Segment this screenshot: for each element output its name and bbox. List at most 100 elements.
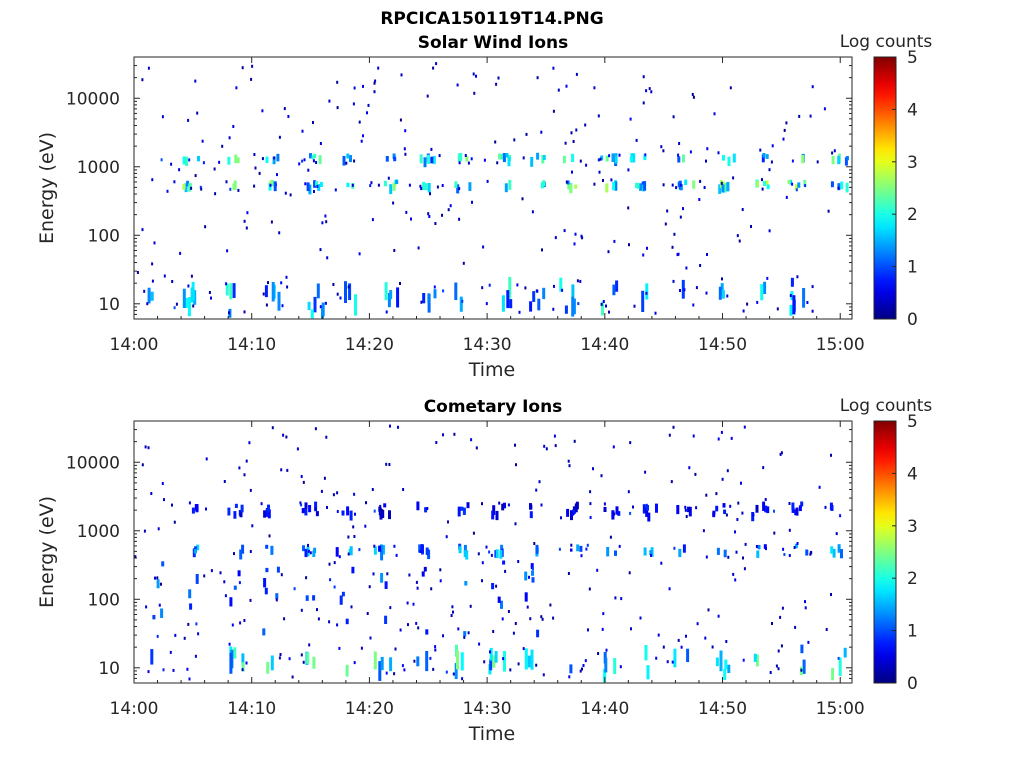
spectrogram-pixel xyxy=(568,464,571,468)
x-tick-label: 14:20 xyxy=(345,335,394,355)
spectrogram-pixel xyxy=(278,135,281,139)
spectrogram-pixel xyxy=(756,180,760,188)
spectrogram-pixel xyxy=(320,489,323,493)
spectrogram-pixel xyxy=(501,503,505,511)
spectrogram-pixel xyxy=(336,510,339,513)
spectrogram-pixel xyxy=(726,294,729,298)
spectrogram-pixel xyxy=(601,301,604,316)
spectrogram-pixel xyxy=(542,155,546,160)
spectrogram-pixel xyxy=(763,281,767,294)
spectrogram-pixel xyxy=(161,561,165,567)
spectrogram-pixel xyxy=(427,293,431,303)
spectrogram-pixel xyxy=(643,547,647,556)
spectrogram-pixel xyxy=(229,597,233,607)
spectrogram-pixel xyxy=(374,79,377,83)
spectrogram-pixel xyxy=(475,446,478,450)
spectrogram-pixel xyxy=(420,544,424,553)
spectrogram-pixel xyxy=(312,159,315,163)
spectrogram-pixel xyxy=(609,535,612,539)
spectrogram-pixel xyxy=(540,182,544,189)
spectrogram-pixel xyxy=(721,277,723,281)
spectrogram-pixel xyxy=(641,181,644,185)
spectrogram-pixel xyxy=(143,289,146,293)
spectrogram-pixel xyxy=(570,131,573,135)
spectrogram-pixel xyxy=(223,580,226,584)
spectrogram-pixel xyxy=(677,153,680,157)
spectrogram-pixel xyxy=(261,109,264,113)
spectrogram-pixel xyxy=(792,295,796,315)
spectrogram-pixel xyxy=(682,207,684,211)
spectrogram-pixel xyxy=(392,182,396,192)
spectrogram-pixel xyxy=(308,184,312,195)
spectrogram-pixel xyxy=(441,184,444,187)
spectrogram-pixel xyxy=(239,621,242,625)
spectrogram-pixel xyxy=(719,650,723,672)
spectrogram-pixel xyxy=(529,301,533,312)
spectrogram-pixel xyxy=(439,579,442,583)
spectrogram-pixel xyxy=(783,553,786,556)
spectrogram-pixel xyxy=(489,659,493,671)
spectrogram-pixel xyxy=(717,437,720,441)
spectrogram-pixel xyxy=(610,178,613,182)
spectrogram-pixel xyxy=(839,514,842,518)
spectrogram-pixel xyxy=(318,155,322,165)
spectrogram-pixel xyxy=(605,155,609,162)
spectrogram-pixel xyxy=(369,636,372,640)
spectrogram-pixel xyxy=(348,283,352,301)
spectrogram-pixel xyxy=(435,441,438,444)
spectrogram-pixel xyxy=(333,585,336,589)
spectrogram-pixel xyxy=(457,627,460,631)
spectrogram-pixel xyxy=(161,115,164,119)
spectrogram-pixel xyxy=(389,657,393,672)
spectrogram-pixel xyxy=(430,587,433,591)
spectrogram-pixel xyxy=(354,512,356,516)
spectrogram-pixel xyxy=(345,161,348,165)
spectrogram-pixel xyxy=(454,282,458,301)
spectrogram-pixel xyxy=(688,466,691,470)
spectrogram-pixel xyxy=(518,310,521,314)
spectrogram-pixel xyxy=(569,184,573,194)
spectrogram-pixel xyxy=(742,309,745,313)
spectrogram-pixel xyxy=(265,544,269,549)
spectrogram-pixel xyxy=(160,608,164,618)
spectrogram-pixel xyxy=(703,186,706,189)
spectrogram-pixel xyxy=(467,161,470,165)
y-tick-label: 10 xyxy=(98,295,120,315)
spectrogram-pixel xyxy=(269,180,273,185)
spectrogram-pixel xyxy=(805,549,809,556)
spectrogram-pixel xyxy=(565,180,568,184)
spectrogram-pixel xyxy=(830,593,832,596)
spectrogram-pixel xyxy=(488,550,491,554)
spectrogram-pixel xyxy=(271,282,275,302)
spectrogram-pixel xyxy=(172,668,175,672)
spectrogram-pixel xyxy=(349,546,353,556)
spectrogram-pixel xyxy=(385,310,388,314)
spectrogram-pixel xyxy=(404,129,407,133)
spectrogram-pixel xyxy=(734,530,736,534)
spectrogram-pixel xyxy=(791,159,794,163)
spectrogram-pixel xyxy=(265,303,268,307)
spectrogram-pixel xyxy=(660,561,663,565)
spectrogram-pixel xyxy=(194,654,197,658)
spectrogram-pixel xyxy=(732,176,735,180)
spectrogram-pixel xyxy=(723,549,727,558)
spectrogram-pixel xyxy=(307,168,310,172)
spectrogram-pixel xyxy=(447,520,449,524)
spectrogram-pixel xyxy=(584,659,587,663)
spectrogram-pixel xyxy=(692,180,696,189)
spectrogram-pixel xyxy=(260,502,263,506)
spectrogram-pixel xyxy=(612,182,616,191)
spectrogram-pixel xyxy=(571,153,575,162)
spectrogram-pixel xyxy=(306,652,310,664)
spectrogram-pixel xyxy=(393,672,396,676)
spectrogram-pixel xyxy=(629,117,632,121)
spectrogram-pixel xyxy=(416,586,419,590)
spectrogram-pixel xyxy=(581,667,583,671)
spectrogram-pixel xyxy=(459,296,463,312)
spectrogram-pixel xyxy=(233,552,235,556)
spectrogram-pixel xyxy=(317,617,320,621)
spectrogram-pixel xyxy=(755,504,759,513)
spectrogram-pixel xyxy=(227,507,231,516)
spectrogram-pixel xyxy=(301,129,304,133)
